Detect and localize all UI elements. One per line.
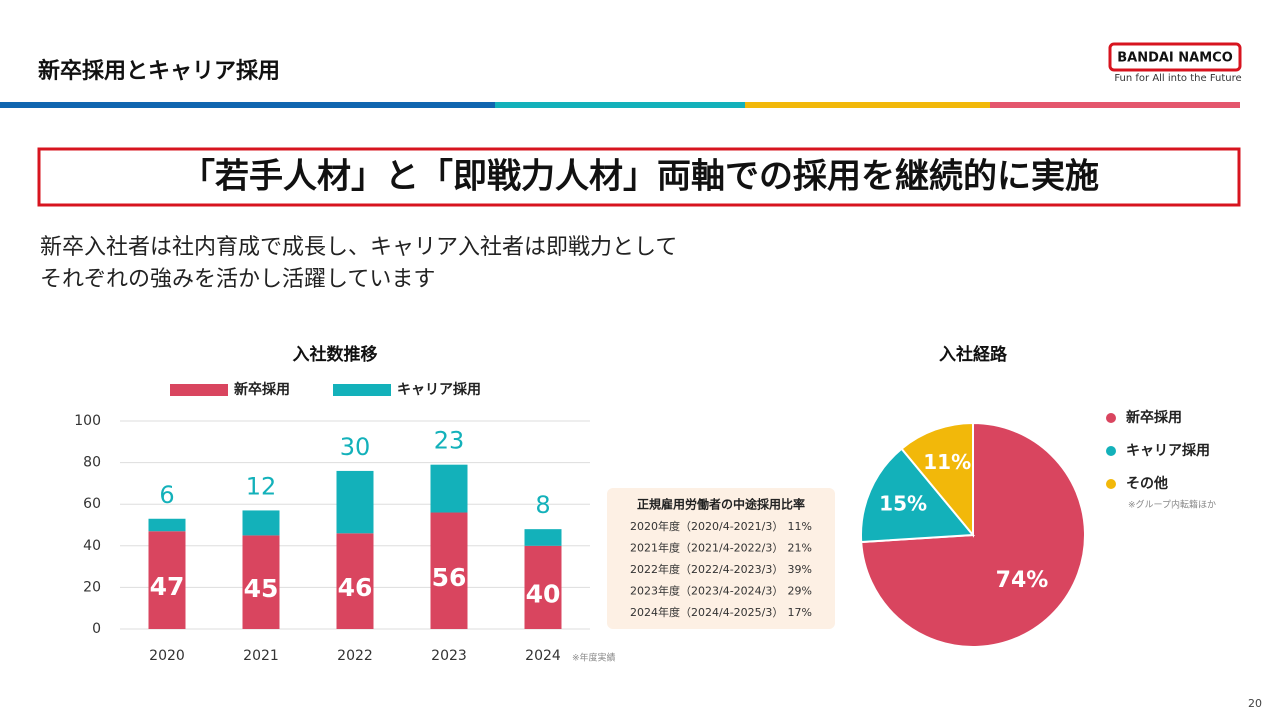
x-tick-label: 2021 — [243, 648, 279, 664]
bar-segment — [148, 531, 186, 629]
value-label: 23 — [434, 427, 465, 455]
legend-dot — [1106, 479, 1116, 489]
value-label: 56 — [432, 563, 467, 592]
slice-label: 15% — [879, 491, 927, 515]
bar-segment — [524, 545, 562, 629]
y-tick-label: 100 — [74, 413, 101, 429]
bar-segment — [336, 533, 374, 629]
logo-box — [1108, 42, 1242, 72]
ratio-box — [607, 488, 835, 629]
headline-box — [37, 147, 1241, 207]
description: 新卒入社者は社内育成で成長し、キャリア入社者は即戦力として — [40, 235, 677, 260]
stripe — [745, 102, 990, 108]
value-label: 46 — [338, 573, 373, 602]
page-number: 20 — [1248, 697, 1262, 710]
bar-segment — [430, 512, 468, 629]
slice-label: 74% — [996, 568, 1049, 593]
slice-label: 11% — [923, 450, 971, 474]
pie-slice — [900, 421, 974, 538]
page-title: 新卒採用とキャリア採用 — [38, 58, 280, 84]
y-tick-label: 20 — [83, 579, 101, 595]
ratio-value: 17% — [788, 606, 812, 619]
legend-label: その他 — [1126, 475, 1168, 492]
legend-label: 新卒採用 — [234, 381, 290, 398]
ratio-label: 2024年度（2024/4-2025/3） — [630, 605, 783, 619]
legend-label: 新卒採用 — [1126, 409, 1182, 426]
value-label: 40 — [526, 579, 561, 608]
stripe — [495, 102, 745, 108]
ratio-value: 11% — [788, 520, 812, 533]
pie-slice — [860, 447, 976, 544]
ratio-title: 正規雇用労働者の中途採用比率 — [637, 497, 805, 512]
ratio-value: 39% — [788, 563, 812, 576]
chart-note: ※年度実績 — [572, 652, 616, 664]
y-tick-label: 60 — [83, 496, 101, 512]
ratio-label: 2023年度（2023/4-2024/3） — [630, 584, 783, 598]
bar-segment — [242, 510, 280, 536]
y-tick-label: 80 — [83, 455, 101, 471]
value-label: 8 — [535, 491, 550, 519]
logo: BANDAI NAMCO — [1117, 51, 1233, 66]
ratio-label: 2020年度（2020/4-2021/3） — [630, 519, 783, 533]
description: それぞれの強みを活かし活躍しています — [40, 267, 435, 292]
ratio-label: 2022年度（2022/4-2023/3） — [630, 562, 783, 576]
x-tick-label: 2023 — [431, 648, 467, 664]
legend-swatch — [170, 384, 228, 396]
value-label: 47 — [150, 572, 185, 601]
ratio-value: 21% — [788, 542, 812, 555]
ratio-label: 2021年度（2021/4-2022/3） — [630, 541, 783, 555]
chart-note: ※グループ内転籍ほか — [1128, 499, 1216, 511]
bar-segment — [148, 518, 186, 532]
chart-title: 入社数推移 — [293, 344, 378, 365]
x-tick-label: 2020 — [149, 648, 185, 664]
bar-segment — [430, 464, 468, 513]
y-tick-label: 0 — [92, 621, 101, 637]
legend-swatch — [333, 384, 391, 396]
bar-segment — [336, 470, 374, 534]
stripe — [990, 102, 1240, 108]
value-label: 45 — [244, 574, 279, 603]
value-label: 12 — [246, 472, 277, 500]
legend-dot — [1106, 446, 1116, 456]
headline: 「若手人材」と「即戦力人材」両軸での採用を継続的に実施 — [181, 157, 1099, 197]
bar-segment — [242, 535, 280, 629]
legend-label: キャリア採用 — [397, 381, 481, 398]
x-tick-label: 2022 — [337, 648, 373, 664]
bar-segment — [524, 529, 562, 546]
chart-title: 入社経路 — [939, 344, 1008, 365]
stripe — [0, 102, 495, 108]
legend-label: キャリア採用 — [1126, 442, 1210, 459]
value-label: 30 — [340, 433, 371, 461]
tagline: Fun for All into the Future — [1114, 73, 1241, 84]
legend-dot — [1106, 413, 1116, 423]
ratio-value: 29% — [788, 585, 812, 598]
y-tick-label: 40 — [83, 538, 101, 554]
value-label: 6 — [159, 481, 174, 509]
x-tick-label: 2024 — [525, 648, 561, 664]
